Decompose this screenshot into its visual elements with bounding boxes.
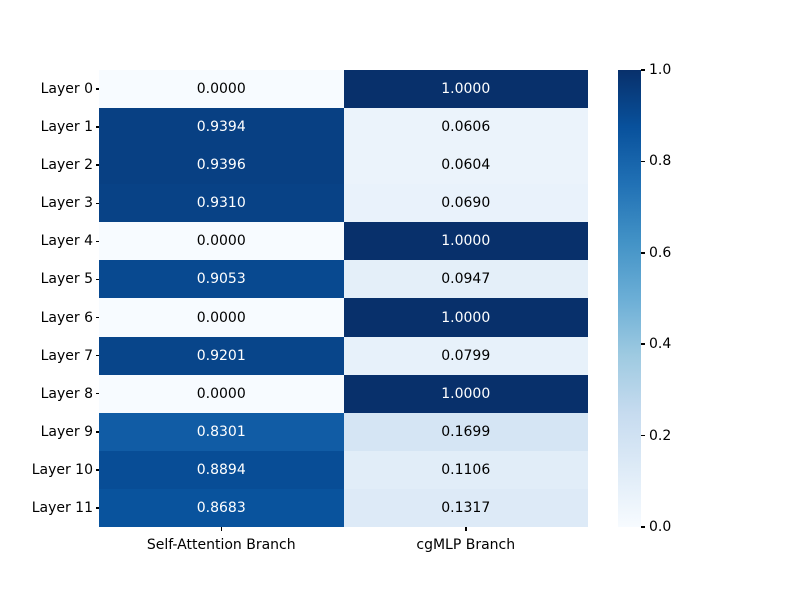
heatmap-cell: 1.0000 xyxy=(343,222,588,261)
cell-value-label: 0.1699 xyxy=(441,423,491,440)
tick-mark xyxy=(220,527,222,531)
heatmap-cell: 0.8683 xyxy=(99,488,344,527)
colorbar-tick-label: 0.8 xyxy=(649,153,672,170)
cell-value-label: 0.0000 xyxy=(196,233,246,250)
heatmap-cell: 0.0000 xyxy=(99,374,344,413)
heatmap-grid: 0.0000 1.0000 0.9394 0.0606 0.9396 0.0604 0.93… xyxy=(99,70,588,527)
y-tick-label: Layer 6 xyxy=(40,309,93,326)
tick-mark xyxy=(95,202,99,205)
tick-mark xyxy=(641,434,645,437)
heatmap-cell: 0.9201 xyxy=(99,336,344,375)
tick-mark xyxy=(95,164,99,166)
y-tick-label: Layer 4 xyxy=(40,233,93,250)
cell-value-label: 0.0690 xyxy=(441,195,491,212)
heatmap-cell: 0.0606 xyxy=(343,108,588,147)
heatmap-cell: 0.1317 xyxy=(343,488,588,527)
colorbar xyxy=(618,70,641,527)
y-tick-label: Layer 9 xyxy=(40,423,93,440)
tick-mark xyxy=(95,354,99,357)
y-tick-label: Layer 11 xyxy=(31,499,93,516)
tick-mark xyxy=(95,392,99,395)
tick-mark xyxy=(641,252,645,254)
tick-mark xyxy=(95,431,99,433)
cell-value-label: 0.0604 xyxy=(441,157,491,174)
colorbar-tick-label: 0.2 xyxy=(649,427,672,444)
cell-value-label: 0.8301 xyxy=(196,423,246,440)
y-tick-label: Layer 3 xyxy=(40,195,93,212)
cell-value-label: 1.0000 xyxy=(441,233,491,250)
x-tick-label: cgMLP Branch xyxy=(416,537,516,553)
heatmap-cell: 0.0799 xyxy=(343,336,588,375)
y-tick-label: Layer 7 xyxy=(40,347,93,364)
cell-value-label: 0.9310 xyxy=(196,195,246,212)
tick-mark xyxy=(95,126,99,128)
tick-mark xyxy=(95,88,99,90)
cell-value-label: 0.9394 xyxy=(196,119,246,136)
colorbar-tick-label: 0.0 xyxy=(649,519,672,535)
cell-value-label: 0.9201 xyxy=(196,347,246,364)
x-tick-label: Self-Attention Branch xyxy=(146,537,296,553)
tick-mark xyxy=(641,343,645,345)
cell-value-label: 1.0000 xyxy=(441,309,491,326)
tick-mark xyxy=(95,316,99,319)
cell-value-label: 0.8683 xyxy=(196,499,246,516)
cell-value-label: 0.9396 xyxy=(196,157,246,174)
y-tick-label: Layer 1 xyxy=(40,119,93,136)
y-axis-tick-labels: Layer 0 Layer 1 Layer 2 Layer 3 Layer 4 Layer… xyxy=(0,70,93,527)
cell-value-label: 0.0000 xyxy=(196,385,246,402)
heatmap-cell: 0.8301 xyxy=(99,412,344,451)
heatmap-cell: 0.9394 xyxy=(99,108,344,147)
tick-mark xyxy=(95,469,99,471)
heatmap-cell: 0.9310 xyxy=(99,184,344,223)
heatmap-cell: 1.0000 xyxy=(343,298,588,337)
heatmap-cell: 0.0000 xyxy=(99,222,344,261)
cell-value-label: 1.0000 xyxy=(441,81,491,98)
tick-mark xyxy=(641,526,645,528)
heatmap-cell: 1.0000 xyxy=(343,70,588,109)
heatmap-cell: 1.0000 xyxy=(343,374,588,413)
colorbar-gradient xyxy=(618,70,641,527)
tick-mark xyxy=(95,240,99,243)
y-tick-label: Layer 8 xyxy=(40,385,93,402)
heatmap-cell: 0.8894 xyxy=(99,450,344,489)
heatmap-cell: 0.0000 xyxy=(99,298,344,337)
heatmap-cell: 0.0604 xyxy=(343,146,588,185)
tick-mark xyxy=(641,69,645,71)
colorbar-tick-label: 1.0 xyxy=(649,62,672,78)
heatmap-cell: 0.9053 xyxy=(99,260,344,299)
colorbar-tick-label: 0.6 xyxy=(649,244,672,261)
y-tick-label: Layer 10 xyxy=(31,461,93,478)
cell-value-label: 0.0606 xyxy=(441,119,491,136)
cell-value-label: 0.1317 xyxy=(441,499,491,516)
y-tick-label: Layer 0 xyxy=(40,81,93,98)
heatmap-cell: 0.0690 xyxy=(343,184,588,223)
tick-mark xyxy=(465,527,467,531)
cell-value-label: 0.8894 xyxy=(196,461,246,478)
cell-value-label: 0.0947 xyxy=(441,271,491,288)
colorbar-tick-label: 0.4 xyxy=(649,336,672,353)
cell-value-label: 0.1106 xyxy=(441,461,491,478)
cell-value-label: 0.0000 xyxy=(196,309,246,326)
heatmap-cell: 0.1699 xyxy=(343,412,588,451)
cell-value-label: 0.0000 xyxy=(196,81,246,98)
y-tick-label: Layer 2 xyxy=(40,157,93,174)
heatmap-cell: 0.9396 xyxy=(99,146,344,185)
heatmap-cell: 0.0000 xyxy=(99,70,344,109)
tick-mark xyxy=(641,160,645,163)
y-tick-label: Layer 5 xyxy=(40,271,93,288)
cell-value-label: 0.0799 xyxy=(441,347,491,364)
cell-value-label: 0.9053 xyxy=(196,271,246,288)
tick-mark xyxy=(95,507,99,509)
heatmap-cell: 0.0947 xyxy=(343,260,588,299)
tick-mark xyxy=(95,278,99,281)
heatmap-cell: 0.1106 xyxy=(343,450,588,489)
cell-value-label: 1.0000 xyxy=(441,385,491,402)
